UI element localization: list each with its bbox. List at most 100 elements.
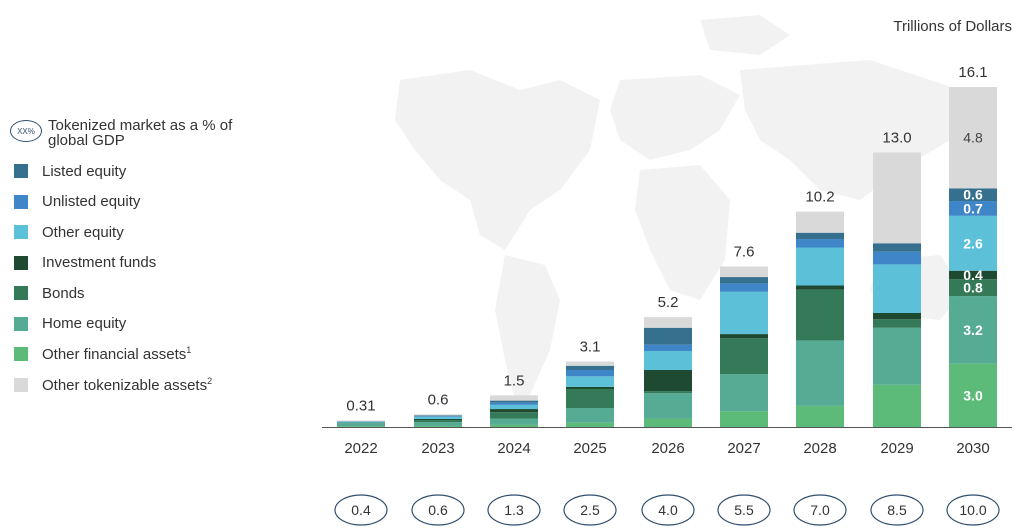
bar-segment: [414, 420, 462, 423]
bar-segment: [566, 386, 614, 389]
bar-segment: [566, 422, 614, 427]
bar-segment: [414, 418, 462, 421]
bar-segment: [949, 87, 997, 189]
legend-footnote-marker: 1: [186, 345, 192, 356]
bar-total-label: 7.6: [734, 244, 755, 261]
stacked-bars: [322, 87, 1012, 428]
legend-item: Unlisted equity: [10, 187, 270, 218]
units-label: Trillions of Dollars: [893, 18, 1012, 35]
legend-label: Other financial assets1: [42, 345, 192, 364]
bar-segment: [720, 334, 768, 339]
bar-segment: [566, 376, 614, 387]
legend-items: Listed equity Unlisted equity Other equity…: [10, 156, 270, 400]
gdp-percent-label: 7.0: [810, 502, 830, 518]
bar-segment: [873, 243, 921, 252]
bar-segment: [873, 251, 921, 265]
legend-swatch: [14, 377, 28, 392]
bar-segment: [644, 350, 692, 370]
gdp-percent-label: 2.5: [580, 502, 600, 518]
bar-segment: [490, 409, 538, 413]
bar-segment: [720, 411, 768, 427]
bar-segment: [873, 319, 921, 328]
bar-segment: [337, 420, 385, 422]
bar-segment: [566, 388, 614, 408]
segment-value-label: 3.0: [963, 387, 983, 403]
bar-segment: [566, 407, 614, 423]
bar-segment: [949, 270, 997, 280]
bar-segment: [337, 423, 385, 427]
bar-segment: [566, 361, 614, 366]
bar-segment: [490, 424, 538, 427]
legend-label: Unlisted equity: [42, 193, 141, 211]
segment-value-label: 4.8: [963, 130, 983, 146]
legend-label: Other tokenizable assets2: [42, 375, 213, 394]
gdp-percent-label: 5.5: [734, 502, 754, 518]
bar-segment: [720, 266, 768, 278]
segment-value-label: 0.7: [963, 200, 983, 216]
bar-segment: [644, 327, 692, 345]
map-continent-shape: [495, 255, 560, 400]
bar-total-label: 16.1: [958, 64, 987, 81]
bar-segment: [796, 232, 844, 240]
bar-segment: [796, 289, 844, 341]
bar-segment: [720, 283, 768, 292]
bar-segment: [414, 414, 462, 416]
bar-segment: [796, 285, 844, 290]
bar-total-label: 5.2: [658, 294, 679, 311]
bar-segment: [796, 340, 844, 406]
chart-labels: 0.31 2022 0.4 0.6 2023 0.6 1.5 2024 1.3 3.1 2025 2.…: [334, 64, 1000, 526]
legend-swatch: [14, 194, 28, 209]
gdp-percent-label: 0.6: [428, 502, 448, 518]
legend-label: Listed equity: [42, 162, 127, 180]
x-tick-label: 2029: [880, 440, 913, 457]
legend-label: Other equity: [42, 223, 124, 241]
map-continent-shape: [395, 70, 600, 250]
bar-segment: [796, 247, 844, 286]
segment-value-label: 0.4: [963, 267, 983, 283]
legend-label: Bonds: [42, 284, 85, 302]
x-tick-label: 2024: [497, 440, 530, 457]
bar-segment: [720, 374, 768, 412]
x-tick-label: 2030: [956, 440, 989, 457]
bar-total-label: 0.31: [346, 397, 375, 414]
bar-segment: [949, 363, 997, 427]
bar-segment: [644, 369, 692, 392]
bar-segment: [873, 384, 921, 427]
bar-total-label: 13.0: [882, 129, 911, 146]
bar-segment: [337, 421, 385, 423]
bar-segment: [720, 291, 768, 335]
bar-segment: [414, 425, 462, 427]
bar-total-label: 1.5: [504, 372, 525, 389]
legend-item: Home equity: [10, 309, 270, 340]
gdp-percent-label: 4.0: [658, 502, 678, 518]
gdp-percent-oval: [487, 494, 541, 526]
bar-segment: [873, 152, 921, 244]
gdp-marker-oval: XX%: [10, 120, 42, 142]
legend-swatch: [14, 225, 28, 240]
legend-footnote-marker: 2: [207, 375, 213, 386]
segment-value-label: 0.6: [963, 187, 983, 203]
bar-segment: [949, 201, 997, 216]
bar-segment: [566, 369, 614, 377]
segment-value-label: 0.8: [963, 280, 983, 296]
bar-segment: [414, 422, 462, 426]
bar-segment: [644, 418, 692, 427]
bar-segment: [414, 416, 462, 417]
bar-total-label: 10.2: [805, 189, 834, 206]
bar-total-label: 0.6: [428, 391, 449, 408]
bar-segment: [566, 365, 614, 370]
bar-segment: [337, 426, 385, 427]
gdp-percent-oval: [334, 494, 388, 526]
bar-segment: [873, 327, 921, 385]
bar-segment: [490, 395, 538, 401]
gdp-percent-oval: [946, 494, 1000, 526]
x-tick-label: 2023: [421, 440, 454, 457]
bar-segment: [644, 393, 692, 419]
map-continent-shape: [635, 165, 730, 300]
gdp-percent-oval: [563, 494, 617, 526]
gdp-percent-oval: [793, 494, 847, 526]
bar-segment: [337, 422, 385, 424]
segment-value-label: 2.6: [963, 235, 983, 251]
gdp-percent-label: 1.3: [504, 502, 524, 518]
